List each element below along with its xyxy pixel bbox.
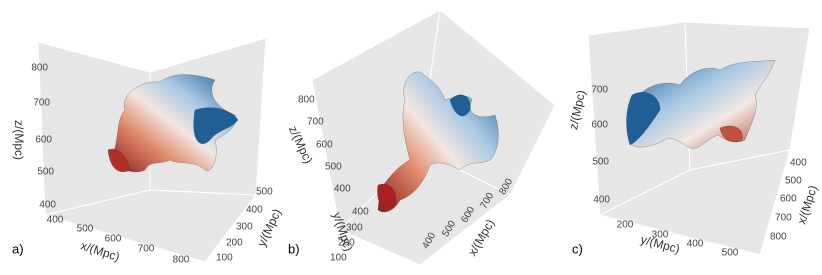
z-tick: 600 <box>591 120 608 131</box>
x-title: x/(Mpc) <box>794 184 820 226</box>
x-tick: 400 <box>47 215 64 226</box>
x-tick: 600 <box>780 194 797 205</box>
z-tick: 500 <box>37 167 54 178</box>
x-tick: 700 <box>138 244 155 255</box>
panel-label: a) <box>12 241 24 256</box>
x-tick: 700 <box>775 213 792 224</box>
y-tick: 500 <box>722 248 739 259</box>
z-tick: 400 <box>39 200 56 211</box>
panel-b: 800 700 600 500 400 z/(Mpc) 400 300 200 … <box>286 9 556 266</box>
panel-label: c) <box>572 241 583 256</box>
mesh <box>377 183 396 208</box>
y-tick: 200 <box>338 238 355 249</box>
z-tick: 600 <box>316 140 333 151</box>
floor <box>43 189 257 263</box>
x-tick: 800 <box>173 255 190 266</box>
y-tick: 400 <box>352 207 369 218</box>
x-tick: 500 <box>785 176 802 187</box>
y-tick: 400 <box>687 239 704 250</box>
mesh <box>107 148 131 172</box>
floor <box>598 149 791 256</box>
z-title: z/(Mpc) <box>12 120 26 160</box>
x-tick: 600 <box>105 234 122 245</box>
z-tick: 500 <box>325 162 342 173</box>
y-tick: 200 <box>226 238 243 249</box>
z-tick: 700 <box>33 98 50 109</box>
z-tick: 800 <box>31 63 48 74</box>
mesh <box>626 92 661 146</box>
z-tick: 600 <box>35 135 52 146</box>
z-title: z/(Mpc) <box>286 124 316 166</box>
z-tick: 700 <box>591 85 608 96</box>
z-tick: 800 <box>298 95 315 106</box>
y-tick: 300 <box>346 223 363 234</box>
y-tick: 400 <box>246 205 263 216</box>
mesh <box>193 107 239 144</box>
y-tick: 500 <box>256 187 273 198</box>
panel-label: b) <box>288 241 300 256</box>
y-tick: 100 <box>216 253 233 264</box>
mesh <box>719 125 743 143</box>
y-tick: 300 <box>236 222 253 233</box>
y-tick: 200 <box>617 220 634 231</box>
z-tick: 400 <box>334 184 351 195</box>
x-tick: 400 <box>790 158 807 169</box>
x-tick: 500 <box>77 224 94 235</box>
panel-c: 700 600 500 400 z/(Mpc) 200 300 400 500 … <box>566 21 820 259</box>
z-tick: 400 <box>593 195 610 206</box>
mesh <box>629 59 776 149</box>
x-tick: 800 <box>770 232 787 243</box>
z-tick: 700 <box>307 117 324 128</box>
mesh <box>109 74 237 173</box>
y-tick: 300 <box>652 230 669 241</box>
z-title: z/(Mpc) <box>566 89 588 131</box>
mesh <box>449 94 471 117</box>
panel-a: 800 700 600 500 400 z/(Mpc) 400 500 600 … <box>12 37 284 266</box>
y-tick: 100 <box>330 253 347 264</box>
z-tick: 500 <box>592 157 609 168</box>
